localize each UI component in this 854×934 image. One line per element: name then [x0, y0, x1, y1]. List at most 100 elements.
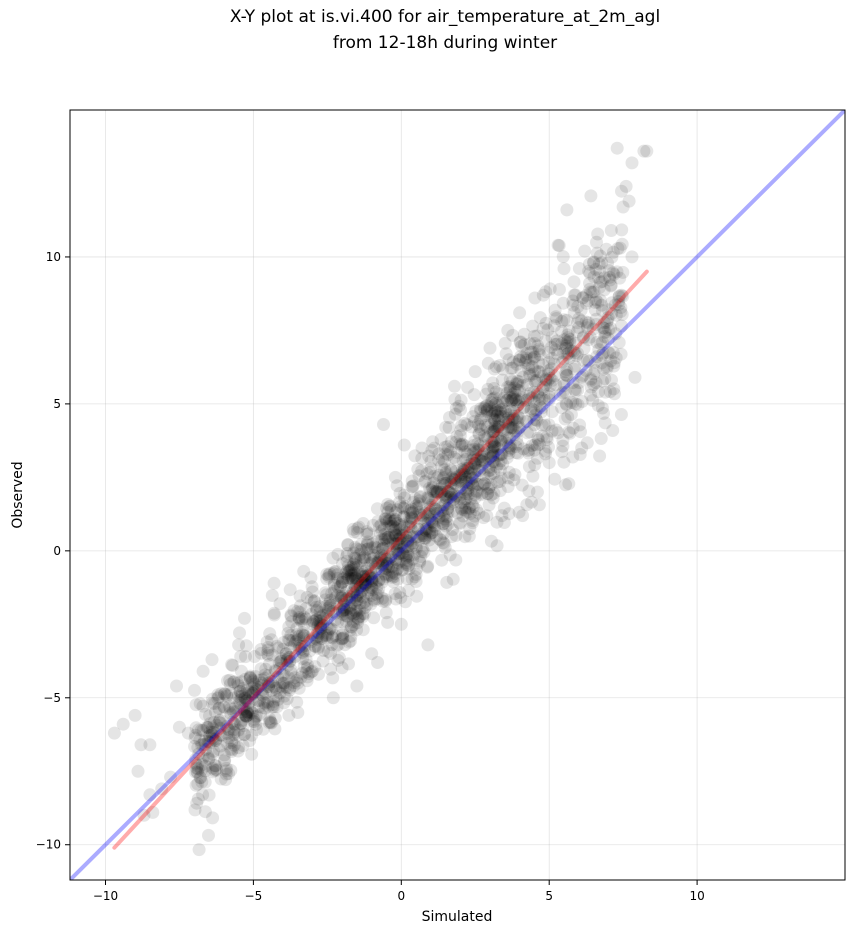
data-point — [581, 321, 594, 335]
data-point — [404, 516, 418, 530]
data-point — [587, 255, 601, 269]
data-point — [454, 481, 468, 495]
data-point — [356, 623, 370, 637]
data-point — [530, 485, 544, 499]
data-point — [555, 401, 569, 415]
data-point — [473, 439, 487, 453]
data-point — [590, 246, 604, 260]
data-point — [357, 596, 371, 610]
data-point — [226, 659, 240, 672]
data-point — [220, 719, 234, 733]
data-point — [598, 416, 612, 430]
data-point — [356, 607, 370, 621]
data-point — [527, 413, 541, 427]
data-point — [628, 370, 642, 384]
data-point — [350, 589, 364, 603]
data-point — [292, 610, 306, 624]
data-point — [353, 580, 367, 594]
data-point — [495, 396, 509, 410]
data-point — [116, 717, 130, 731]
data-point — [502, 420, 516, 434]
data-point — [591, 385, 605, 399]
data-point — [550, 334, 564, 348]
data-point — [578, 244, 592, 258]
data-point — [474, 450, 488, 464]
data-point — [420, 467, 434, 481]
data-point — [404, 520, 417, 534]
data-point — [276, 642, 290, 656]
data-point — [310, 633, 324, 646]
data-point — [335, 576, 349, 589]
data-point — [436, 536, 450, 550]
data-point — [498, 336, 512, 350]
data-point — [549, 310, 563, 324]
data-point — [381, 530, 395, 544]
data-point — [407, 495, 421, 509]
data-point — [304, 571, 318, 585]
data-point — [477, 447, 491, 461]
data-point — [328, 629, 342, 643]
y-tick-label-2: 0 — [53, 544, 61, 558]
data-point — [335, 632, 349, 646]
data-point — [266, 675, 280, 688]
data-point — [211, 691, 225, 705]
data-point — [131, 764, 145, 778]
data-point — [401, 559, 415, 573]
data-point — [143, 788, 157, 802]
data-point — [250, 682, 264, 696]
data-point — [295, 645, 309, 659]
data-point — [606, 245, 620, 259]
data-point — [232, 638, 246, 652]
data-point — [428, 502, 442, 516]
data-point — [422, 481, 436, 495]
data-point — [235, 688, 249, 701]
data-point — [515, 339, 529, 353]
data-point — [447, 487, 461, 501]
data-point — [459, 470, 472, 484]
data-point — [619, 179, 633, 193]
data-point — [254, 708, 268, 721]
data-point — [213, 713, 227, 727]
data-point — [393, 486, 407, 500]
data-point — [269, 690, 283, 704]
data-point — [196, 738, 210, 752]
data-point — [199, 707, 212, 721]
data-point — [438, 512, 452, 526]
data-point — [339, 571, 353, 585]
data-point — [439, 476, 453, 490]
data-point — [495, 431, 509, 445]
data-point — [611, 242, 625, 255]
data-point — [326, 691, 340, 705]
data-point — [371, 514, 385, 528]
data-point — [475, 488, 488, 502]
data-point — [592, 281, 606, 295]
data-point — [564, 395, 578, 409]
data-point — [245, 681, 259, 695]
data-point — [577, 341, 591, 355]
data-point — [388, 529, 402, 543]
data-point — [539, 444, 552, 458]
data-point — [588, 364, 602, 378]
data-point — [324, 662, 338, 676]
data-point — [452, 489, 466, 503]
data-point — [412, 469, 426, 483]
data-point — [284, 641, 297, 655]
data-point — [239, 639, 253, 653]
data-point — [461, 465, 475, 479]
data-point — [487, 424, 501, 438]
data-point — [356, 610, 370, 624]
data-point — [571, 383, 585, 397]
data-point — [491, 409, 504, 423]
data-point — [415, 441, 429, 455]
data-point — [471, 452, 485, 466]
data-point — [425, 444, 439, 457]
data-point — [336, 557, 349, 570]
data-point — [381, 505, 395, 519]
data-point — [378, 567, 392, 581]
data-point — [425, 526, 439, 540]
data-point — [598, 271, 612, 285]
data-point — [511, 374, 525, 388]
data-point — [408, 491, 422, 505]
data-point — [468, 465, 482, 479]
data-point — [362, 583, 376, 597]
